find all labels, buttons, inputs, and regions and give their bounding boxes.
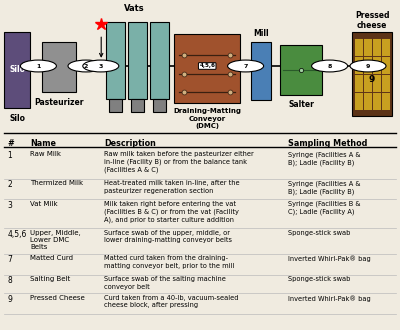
Text: 2: 2 <box>84 63 88 69</box>
Circle shape <box>83 60 119 72</box>
Text: #: # <box>7 139 14 148</box>
Text: Description: Description <box>104 139 156 148</box>
Text: 3: 3 <box>99 63 103 69</box>
Text: Silo: Silo <box>9 114 25 122</box>
Circle shape <box>20 60 56 72</box>
Bar <box>354 38 390 110</box>
Text: Inverted Whirl-Pak® bag: Inverted Whirl-Pak® bag <box>288 295 371 302</box>
Text: Salter: Salter <box>288 100 314 109</box>
Bar <box>109 99 122 112</box>
Text: Syringe (Facilities A &
B); Ladle (Facility B): Syringe (Facilities A & B); Ladle (Facil… <box>288 151 360 166</box>
Text: 8: 8 <box>328 63 332 69</box>
Bar <box>352 32 392 116</box>
Text: Heat-treated milk taken in-line, after the
pasteurizer regeneration section: Heat-treated milk taken in-line, after t… <box>104 180 240 194</box>
Text: Pressed
cheese: Pressed cheese <box>355 11 389 30</box>
Text: Upper, Middle,
Lower DMC
Belts: Upper, Middle, Lower DMC Belts <box>30 230 81 250</box>
Text: Name: Name <box>30 139 56 148</box>
Text: Thermized Milk: Thermized Milk <box>30 180 83 186</box>
Text: 8: 8 <box>7 276 12 285</box>
Bar <box>174 34 240 103</box>
Text: 9: 9 <box>366 63 370 69</box>
Text: 1: 1 <box>36 63 40 69</box>
Text: 2: 2 <box>7 180 12 189</box>
Bar <box>4 32 30 108</box>
Bar <box>153 99 166 112</box>
Text: Salting Belt: Salting Belt <box>30 276 70 282</box>
Text: Sampling Method: Sampling Method <box>288 139 367 148</box>
Circle shape <box>68 60 104 72</box>
Bar <box>150 22 169 99</box>
Text: Surface swab of the salting machine
conveyor belt: Surface swab of the salting machine conv… <box>104 276 226 290</box>
Text: 3: 3 <box>7 201 12 210</box>
Text: 9: 9 <box>369 75 375 84</box>
Text: Pasteurizer: Pasteurizer <box>34 98 84 107</box>
Bar <box>128 22 147 99</box>
Text: Draining-Matting
Conveyor
(DMC): Draining-Matting Conveyor (DMC) <box>173 108 241 129</box>
Text: Curd taken from a 40-lb, vacuum-sealed
cheese block, after pressing: Curd taken from a 40-lb, vacuum-sealed c… <box>104 295 238 309</box>
Text: Inverted Whirl-Pak® bag: Inverted Whirl-Pak® bag <box>288 255 371 262</box>
Text: Raw Milk: Raw Milk <box>30 151 61 157</box>
Text: Silo: Silo <box>9 65 25 75</box>
Text: 1: 1 <box>7 151 12 160</box>
Circle shape <box>312 60 348 72</box>
Text: Pressed Cheese: Pressed Cheese <box>30 295 85 301</box>
Text: 4,5,6: 4,5,6 <box>199 63 215 69</box>
Text: Matted Curd: Matted Curd <box>30 255 73 261</box>
Text: Vat Milk: Vat Milk <box>30 201 58 207</box>
Text: Surface swab of the upper, middle, or
lower draining-matting conveyor belts: Surface swab of the upper, middle, or lo… <box>104 230 232 243</box>
Text: 4,5,6: 4,5,6 <box>7 230 26 239</box>
Bar <box>280 45 322 95</box>
Text: Milk taken right before entering the vat
(Facilities B & C) or from the vat (Fac: Milk taken right before entering the vat… <box>104 201 239 223</box>
Bar <box>251 42 271 100</box>
Text: Raw milk taken before the pasteurizer either
in-line (Facility B) or from the ba: Raw milk taken before the pasteurizer ei… <box>104 151 254 173</box>
Text: Sponge-stick swab: Sponge-stick swab <box>288 276 350 282</box>
Text: Sponge-stick swab: Sponge-stick swab <box>288 230 350 236</box>
Text: Mill: Mill <box>253 29 269 38</box>
Circle shape <box>228 60 264 72</box>
Bar <box>106 22 125 99</box>
Bar <box>42 42 76 92</box>
Text: Matted curd taken from the draining-
matting conveyor belt, prior to the mill: Matted curd taken from the draining- mat… <box>104 255 234 269</box>
Circle shape <box>350 60 386 72</box>
Text: 7: 7 <box>244 63 248 69</box>
Text: 9: 9 <box>7 295 12 304</box>
Bar <box>131 99 144 112</box>
Text: Syringe (Facilities B &
C); Ladle (Facility A): Syringe (Facilities B & C); Ladle (Facil… <box>288 201 360 215</box>
Text: 7: 7 <box>7 255 12 264</box>
Text: Vats: Vats <box>124 4 144 13</box>
Text: Syringe (Facilities A &
B); Ladle (Facility B): Syringe (Facilities A & B); Ladle (Facil… <box>288 180 360 195</box>
